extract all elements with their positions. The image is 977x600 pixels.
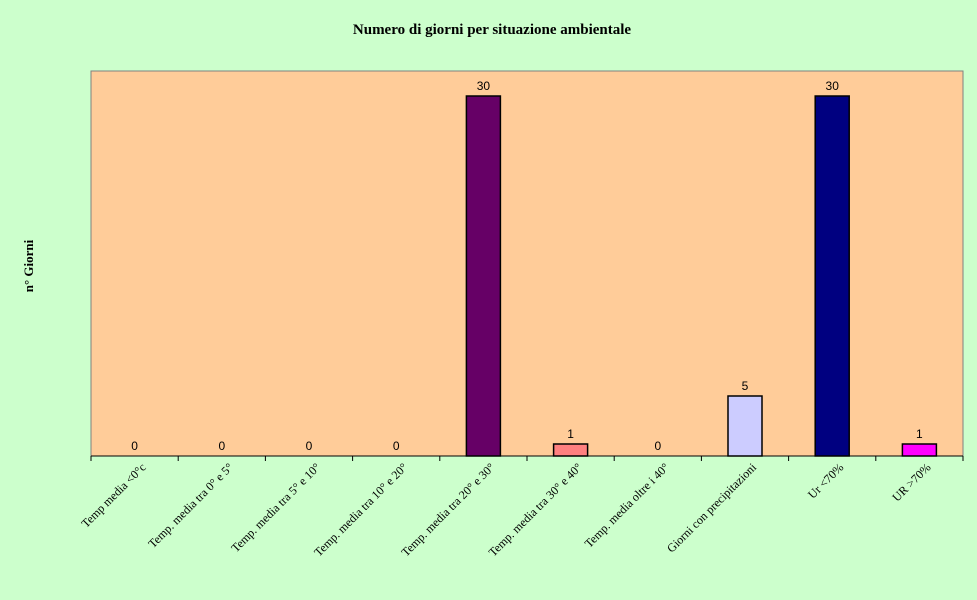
bar-7 xyxy=(727,395,763,457)
bar-4 xyxy=(465,95,502,457)
x-tick-label-3: Temp. media tra 10° e 20° xyxy=(311,460,410,559)
bar-8 xyxy=(814,95,850,457)
x-tick-label-4: Temp. media tra 20° e 30° xyxy=(398,460,497,559)
y-axis-label: n° Giorni xyxy=(21,239,36,292)
chart-title: Numero di giorni per situazione ambienta… xyxy=(353,22,632,38)
x-tick-label-7: Giorni con precipitazioni xyxy=(664,460,760,556)
data-label-8: 30 xyxy=(826,79,840,93)
data-label-7: 5 xyxy=(742,379,749,393)
bar-9 xyxy=(901,443,938,457)
data-label-0: 0 xyxy=(131,439,138,453)
data-labels-group: 0 0 0 0 30 1 0 5 30 1 xyxy=(131,79,923,453)
x-tick-label-2: Temp. media tra 5° e 10° xyxy=(228,460,323,555)
bars-group xyxy=(465,95,938,457)
data-label-4: 30 xyxy=(477,79,491,93)
data-label-2: 0 xyxy=(306,439,313,453)
x-ticks-group xyxy=(90,456,964,461)
x-tick-label-9: UR >70% xyxy=(889,460,933,504)
x-tick-label-5: Temp. media tra 30° e 40° xyxy=(486,460,585,559)
data-label-3: 0 xyxy=(393,439,400,453)
data-label-5: 1 xyxy=(567,427,574,441)
x-tick-label-6: Temp. media oltre i 40° xyxy=(582,460,672,550)
data-label-9: 1 xyxy=(916,427,923,441)
bar-5 xyxy=(552,443,589,457)
x-tick-label-1: Temp. media tra 0° e 5° xyxy=(145,460,236,551)
x-tick-label-8: Ur <70% xyxy=(805,460,846,501)
data-label-1: 0 xyxy=(218,439,225,453)
x-tick-label-0: Temp media <0°c xyxy=(78,460,148,530)
data-label-6: 0 xyxy=(654,439,661,453)
